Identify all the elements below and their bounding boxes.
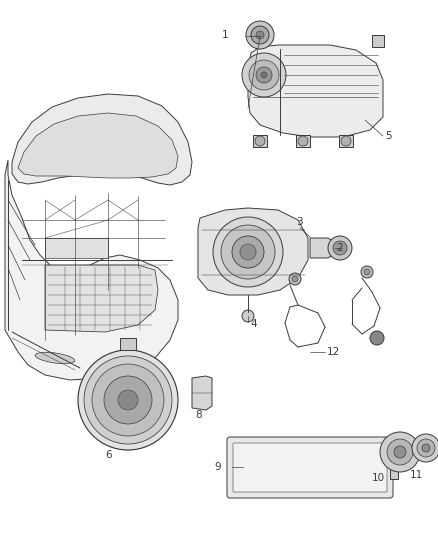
Text: 11: 11: [410, 470, 423, 480]
Circle shape: [213, 217, 283, 287]
Ellipse shape: [35, 352, 75, 364]
Circle shape: [289, 273, 301, 285]
Circle shape: [221, 225, 275, 279]
Polygon shape: [18, 113, 178, 178]
Circle shape: [261, 72, 267, 78]
Text: 2: 2: [336, 243, 343, 253]
Circle shape: [84, 356, 172, 444]
Circle shape: [256, 67, 272, 83]
Circle shape: [387, 439, 413, 465]
Circle shape: [292, 276, 298, 282]
Circle shape: [328, 236, 352, 260]
Circle shape: [394, 446, 406, 458]
Circle shape: [417, 439, 435, 457]
Circle shape: [104, 376, 152, 424]
Circle shape: [92, 364, 164, 436]
Polygon shape: [198, 208, 308, 295]
Circle shape: [341, 136, 351, 146]
Polygon shape: [192, 376, 212, 410]
Text: 8: 8: [195, 410, 201, 420]
Polygon shape: [372, 35, 384, 47]
Circle shape: [370, 331, 384, 345]
Text: 6: 6: [105, 450, 112, 460]
Circle shape: [361, 266, 373, 278]
Polygon shape: [310, 238, 338, 258]
Polygon shape: [45, 238, 108, 258]
Circle shape: [256, 31, 264, 39]
Circle shape: [242, 53, 286, 97]
Circle shape: [333, 241, 347, 255]
Text: 10: 10: [372, 473, 385, 483]
Text: 12: 12: [327, 347, 340, 357]
Circle shape: [422, 444, 430, 452]
Circle shape: [249, 60, 279, 90]
Text: 1: 1: [222, 30, 229, 40]
Polygon shape: [5, 160, 178, 380]
Polygon shape: [120, 338, 136, 350]
FancyBboxPatch shape: [227, 437, 393, 498]
Circle shape: [242, 310, 254, 322]
Polygon shape: [390, 456, 398, 479]
FancyBboxPatch shape: [233, 443, 387, 492]
Polygon shape: [296, 135, 310, 147]
Circle shape: [232, 236, 264, 268]
Circle shape: [255, 136, 265, 146]
Circle shape: [240, 244, 256, 260]
Circle shape: [380, 432, 420, 472]
Polygon shape: [253, 135, 267, 147]
Text: 9: 9: [214, 462, 221, 472]
Circle shape: [246, 21, 274, 49]
Polygon shape: [12, 94, 192, 185]
Polygon shape: [339, 135, 353, 147]
Text: 3: 3: [296, 217, 303, 227]
Circle shape: [251, 26, 269, 44]
Text: 4: 4: [250, 319, 257, 329]
Circle shape: [364, 269, 370, 275]
Circle shape: [412, 434, 438, 462]
Text: 5: 5: [385, 131, 392, 141]
Polygon shape: [45, 265, 158, 332]
Polygon shape: [248, 45, 383, 137]
Circle shape: [118, 390, 138, 410]
Circle shape: [298, 136, 308, 146]
Circle shape: [78, 350, 178, 450]
